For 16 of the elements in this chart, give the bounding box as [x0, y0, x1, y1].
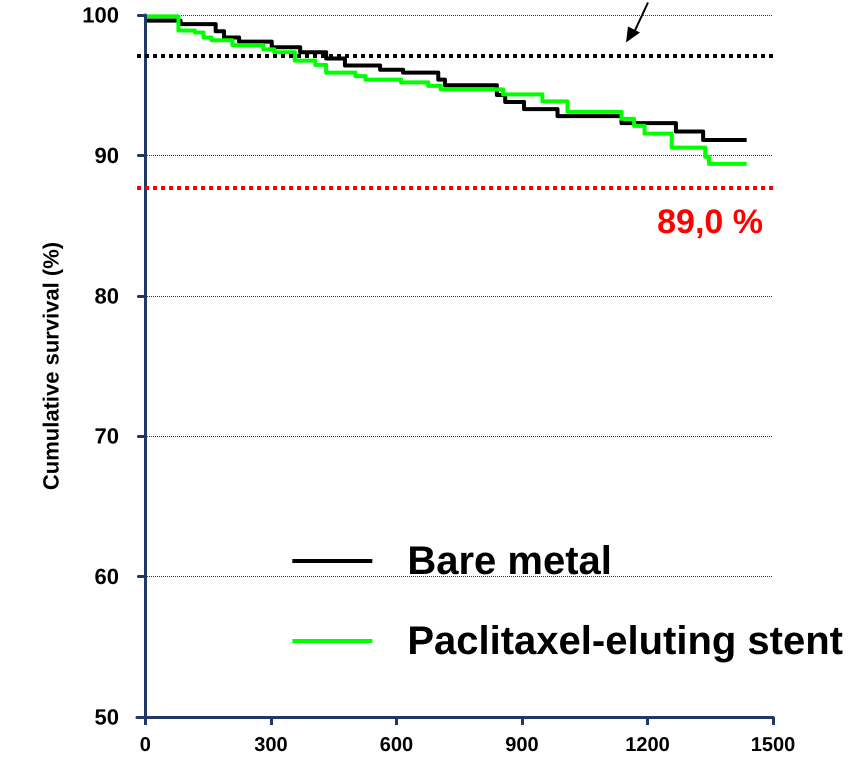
- y-tick-label: 70: [94, 424, 119, 449]
- y-tick-label: 100: [82, 2, 119, 28]
- y-tick-label: 80: [94, 283, 119, 308]
- y-tick-label: 90: [94, 142, 119, 168]
- legend-label: Bare metal: [407, 539, 612, 583]
- annotation: 89,0 %: [657, 203, 764, 241]
- x-tick-label: 0: [140, 734, 151, 756]
- x-tick-label: 300: [254, 734, 288, 756]
- y-tick-label: 50: [94, 704, 119, 730]
- x-tick-label: 1500: [750, 734, 796, 756]
- y-axis-title: Cumulative survival (%): [38, 242, 64, 490]
- x-tick-label: 900: [505, 734, 539, 756]
- y-tick-label: 60: [94, 564, 119, 590]
- x-tick-label: 1200: [625, 734, 670, 756]
- x-tick-label: 600: [380, 734, 414, 756]
- legend-label: Paclitaxel-eluting stent: [407, 619, 844, 663]
